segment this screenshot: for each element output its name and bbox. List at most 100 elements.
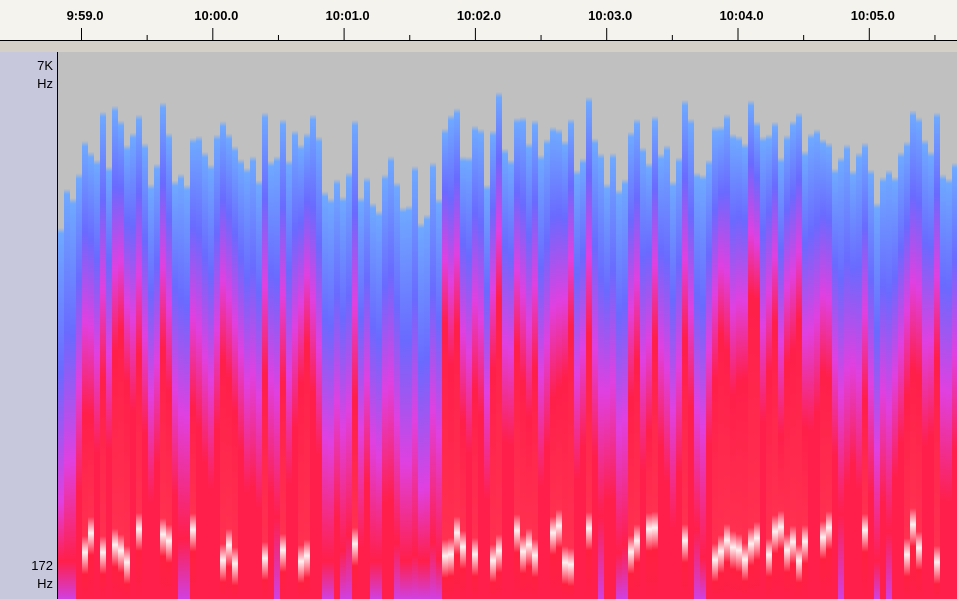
spectrogram-column [898, 52, 904, 599]
spectrogram-column [274, 52, 280, 599]
spectrogram-column [244, 52, 250, 599]
spectrogram-column [250, 52, 256, 599]
spectrogram-column [556, 52, 562, 599]
spectrogram-column [922, 52, 928, 599]
spectrogram-column [70, 52, 76, 599]
spectrogram-column [616, 52, 622, 599]
spectrogram-column [340, 52, 346, 599]
spectrogram-column [478, 52, 484, 599]
spectrogram-column [640, 52, 646, 599]
spectrogram-column [718, 52, 724, 599]
spectrogram-column [622, 52, 628, 599]
spectrogram-column [826, 52, 832, 599]
ruler-label: 10:02.0 [457, 8, 501, 23]
spectrogram-column [496, 52, 502, 599]
spectrogram-column [874, 52, 880, 599]
spectrogram-column [442, 52, 448, 599]
spectrogram-column [400, 52, 406, 599]
spectrogram-column [634, 52, 640, 599]
spectrogram-column [646, 52, 652, 599]
spectrogram-column [706, 52, 712, 599]
spectrogram-column [658, 52, 664, 599]
spectrogram-column [610, 52, 616, 599]
spectrogram-column [64, 52, 70, 599]
spectrogram-column [526, 52, 532, 599]
spectrogram-column [454, 52, 460, 599]
spectrogram-column [58, 52, 64, 599]
spectrogram-column [892, 52, 898, 599]
spectrogram-column [310, 52, 316, 599]
spectrogram-column [538, 52, 544, 599]
spectrogram-column [460, 52, 466, 599]
spectrogram-column [604, 52, 610, 599]
spectrogram-column [352, 52, 358, 599]
spectrogram-column [286, 52, 292, 599]
spectrogram-column [832, 52, 838, 599]
spectrogram-column [862, 52, 868, 599]
spectrogram-column [280, 52, 286, 599]
spectrogram-column [784, 52, 790, 599]
spectrogram-column [190, 52, 196, 599]
spectrogram-column [694, 52, 700, 599]
spectrogram-column [130, 52, 136, 599]
spectrogram-column [328, 52, 334, 599]
spectrogram-column [160, 52, 166, 599]
spectrogram-column [166, 52, 172, 599]
spectrogram-column [112, 52, 118, 599]
spectrogram-column [676, 52, 682, 599]
freq-top-value: 7K [37, 58, 53, 73]
spectrogram-column [412, 52, 418, 599]
freq-top-unit: Hz [37, 76, 53, 91]
spectrogram-column [382, 52, 388, 599]
spectrogram-column [580, 52, 586, 599]
spectrogram-column [82, 52, 88, 599]
spectrogram-column [418, 52, 424, 599]
spectrogram-column [712, 52, 718, 599]
audacity-track: 7K Hz 172 Hz 9:59.010:00.010:01.010:02.0… [0, 0, 957, 599]
spectrogram-column [742, 52, 748, 599]
spectrogram-column [76, 52, 82, 599]
spectrogram-column [388, 52, 394, 599]
ruler-label: 10:03.0 [588, 8, 632, 23]
page: 7K Hz 172 Hz 9:59.010:00.010:01.010:02.0… [0, 0, 957, 599]
spectrogram-column [172, 52, 178, 599]
spectrogram-column [118, 52, 124, 599]
freq-bottom-unit: Hz [37, 576, 53, 591]
spectrogram-column [820, 52, 826, 599]
spectrogram-column [682, 52, 688, 599]
spectrogram-column [322, 52, 328, 599]
frequency-axis-panel [0, 52, 57, 599]
spectrogram-column [754, 52, 760, 599]
spectrogram-column [748, 52, 754, 599]
spectrogram-column [562, 52, 568, 599]
spectrogram-column [856, 52, 862, 599]
spectrogram-column [502, 52, 508, 599]
spectrogram-column [184, 52, 190, 599]
ruler-label: 10:00.0 [194, 8, 238, 23]
spectrogram-column [664, 52, 670, 599]
spectrogram-column [208, 52, 214, 599]
spectrogram-column [652, 52, 658, 599]
spectrogram-column [490, 52, 496, 599]
spectrogram-column [700, 52, 706, 599]
freq-bottom-value: 172 [31, 558, 53, 573]
spectrogram-column [298, 52, 304, 599]
spectrogram-column [934, 52, 940, 599]
spectrogram-column [910, 52, 916, 599]
spectrogram-column [532, 52, 538, 599]
spectrogram-column [256, 52, 262, 599]
spectrogram-column [262, 52, 268, 599]
spectrogram-column [850, 52, 856, 599]
spectrogram-column [484, 52, 490, 599]
spectrogram-column [928, 52, 934, 599]
spectrogram[interactable] [58, 52, 957, 599]
spectrogram-column [94, 52, 100, 599]
spectrogram-column [730, 52, 736, 599]
spectrogram-column [736, 52, 742, 599]
spectrogram-column [514, 52, 520, 599]
spectrogram-column [148, 52, 154, 599]
spectrogram-column [544, 52, 550, 599]
track-gap [0, 41, 957, 52]
spectrogram-column [760, 52, 766, 599]
spectrogram-column [292, 52, 298, 599]
